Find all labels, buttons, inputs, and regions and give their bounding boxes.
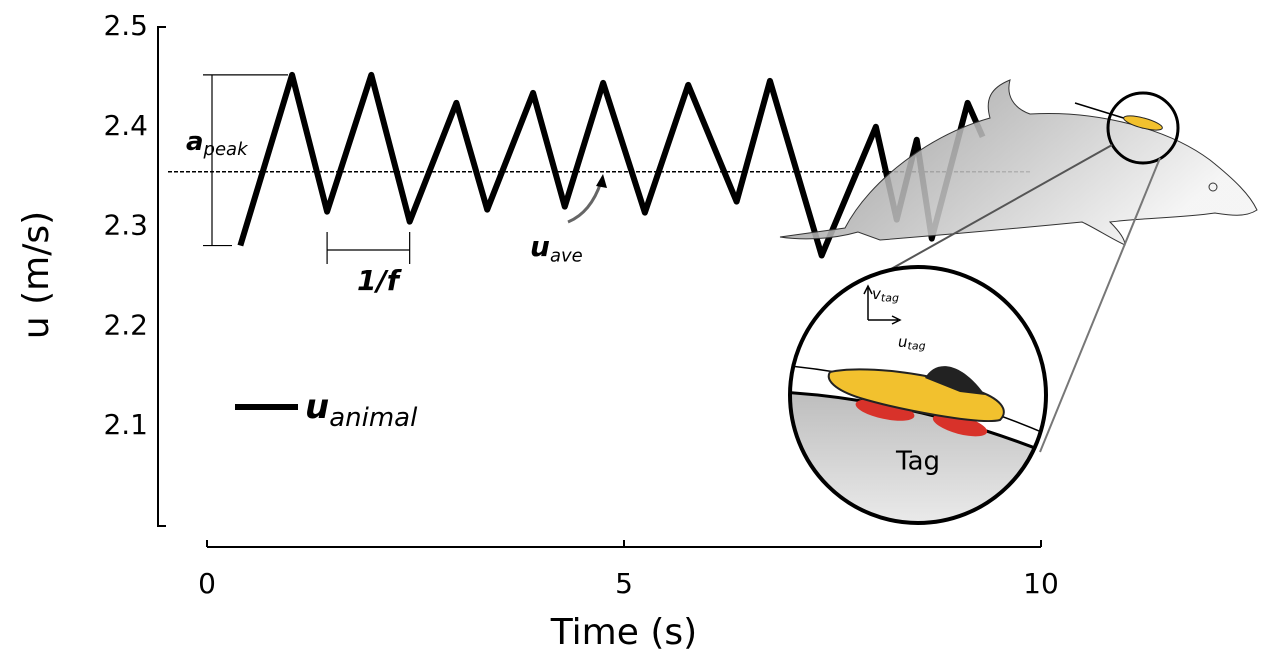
y-tick-label: 2.4 [103, 109, 148, 142]
legend-label: uanimal [305, 387, 418, 433]
amplitude-label: apeak [186, 127, 249, 160]
ave-arrowhead [596, 174, 607, 188]
period-bracket [327, 232, 410, 264]
legend-label-symbol: u [305, 387, 329, 427]
amplitude-label-subscript: peak [203, 139, 250, 160]
x-tick-label: 10 [1023, 567, 1059, 600]
y-tick-label: 2.3 [103, 209, 148, 242]
y-tick-label: 2.5 [103, 9, 148, 42]
y-axis-title: u (m/s) [16, 211, 57, 339]
inset-axis-label-symbol: u [898, 333, 908, 351]
ave-label-symbol: u [530, 230, 550, 263]
page: {"chart_data": {"type": "line", "x": [0.… [0, 0, 1263, 662]
period-label: 1/f [357, 264, 403, 297]
x-axis-title: Time (s) [550, 612, 697, 653]
chart: 2.1 2.2 2.3 2.4 2.5 0 5 10 Time (s) u (m/s) apeak… [0, 0, 1263, 662]
x-tick-label: 0 [198, 567, 216, 600]
dolphin-body [780, 80, 1257, 245]
y-tick-label: 2.1 [103, 408, 148, 441]
x-tick-label: 5 [615, 567, 633, 600]
inset [780, 267, 1060, 540]
y-axis [158, 27, 166, 526]
amplitude-label-symbol: a [186, 127, 204, 157]
inset-axis-label-subscript: tag [908, 340, 926, 353]
y-tick-label: 2.2 [103, 308, 148, 341]
inset-axis-label-subscript: tag [881, 292, 899, 305]
ave-label: uave [530, 230, 583, 266]
inset-label: Tag [895, 447, 940, 477]
legend-label-subscript: animal [329, 403, 418, 433]
ave-label-subscript: ave [550, 245, 583, 266]
